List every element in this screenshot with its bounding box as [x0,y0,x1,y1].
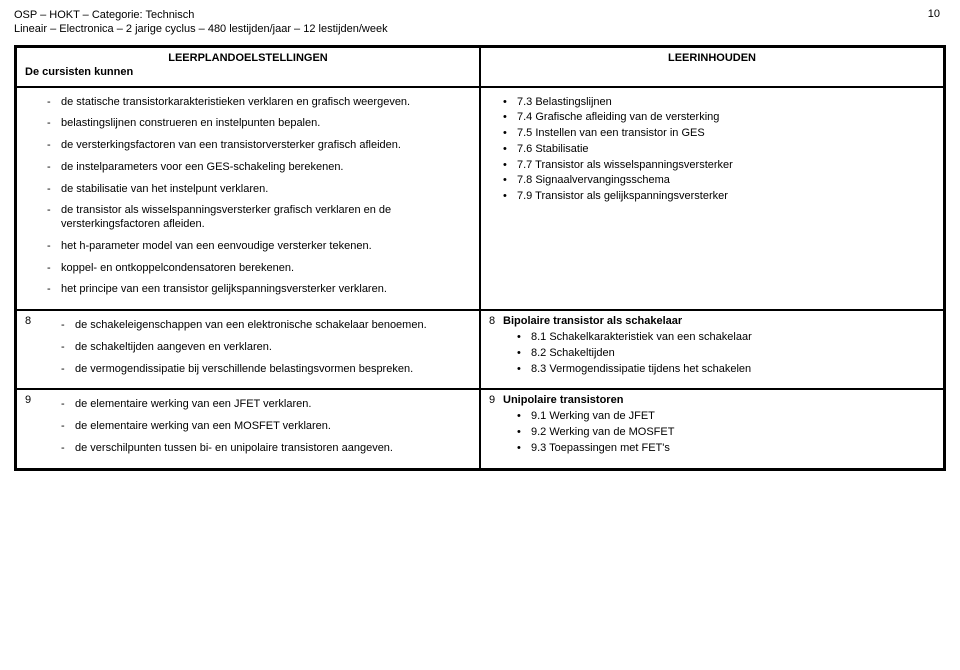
list-item: 7.8 Signaalvervangingsschema [503,174,935,188]
list-item: 8.1 Schakelkarakteristiek van een schake… [517,331,935,345]
section8-left: 8 de schakeleigenschappen van een elektr… [16,310,480,389]
list-item: 8.2 Schakeltijden [517,347,935,361]
page-root: OSP – HOKT – Categorie: Technisch Lineai… [0,0,960,479]
list-item: 7.5 Instellen van een transistor in GES [503,127,935,141]
section8-left-list: de schakeleigenschappen van een elektron… [39,319,471,376]
list-item: koppel- en ontkoppelcondensatoren bereke… [47,262,471,276]
list-item: 7.9 Transistor als gelijkspanningsverste… [503,190,935,204]
list-item: de instelparameters voor een GES-schakel… [47,161,471,175]
section7-left: de statische transistorkarakteristieken … [16,87,480,311]
list-item: 7.4 Grafische afleiding van de versterki… [503,111,935,125]
right-heading-title: LEERINHOUDEN [489,52,935,64]
header-line-2: Lineair – Electronica – 2 jarige cyclus … [14,22,388,36]
list-item: 9.2 Werking van de MOSFET [517,426,935,440]
section7-right: 7.3 Belastingslijnen 7.4 Grafische aflei… [480,87,944,311]
list-item: 9.3 Toepassingen met FET's [517,442,935,456]
list-item: de transistor als wisselspanningsverster… [47,204,471,232]
list-item: de vermogendissipatie bij verschillende … [61,363,471,377]
list-item: het h-parameter model van een eenvoudige… [47,240,471,254]
header-text: OSP – HOKT – Categorie: Technisch Lineai… [14,8,388,37]
list-item: 9.1 Werking van de JFET [517,410,935,424]
list-item: 8.3 Vermogendissipatie tijdens het schak… [517,363,935,377]
list-item: de versterkingsfactoren van een transist… [47,139,471,153]
section8-right-title: Bipolaire transistor als schakelaar [503,315,682,327]
list-item: de schakeltijden aangeven en verklaren. [61,341,471,355]
section9-left-num: 9 [25,394,39,463]
section9-right-num: 9 [489,394,503,459]
section8-right-num: 8 [489,315,503,380]
left-heading-sub: De cursisten kunnen [25,66,471,78]
section7-left-list: de statische transistorkarakteristieken … [25,96,471,298]
header-line-1: OSP – HOKT – Categorie: Technisch [14,8,388,22]
left-heading-title: LEERPLANDOELSTELLINGEN [25,52,471,64]
list-item: de elementaire werking van een MOSFET ve… [61,420,471,434]
section8-right-list: 8.1 Schakelkarakteristiek van een schake… [503,331,935,376]
section8-left-num: 8 [25,315,39,384]
list-item: 7.6 Stabilisatie [503,143,935,157]
section9-right-list: 9.1 Werking van de JFET 9.2 Werking van … [503,410,935,455]
list-item: belastingslijnen construeren en instelpu… [47,117,471,131]
section9-right: 9 Unipolaire transistoren 9.1 Werking va… [480,389,944,468]
list-item: de verschilpunten tussen bi- en unipolai… [61,442,471,456]
section7-right-list: 7.3 Belastingslijnen 7.4 Grafische aflei… [489,96,935,204]
section9-right-title: Unipolaire transistoren [503,394,623,406]
list-item: de schakeleigenschappen van een elektron… [61,319,471,333]
list-item: 7.7 Transistor als wisselspanningsverste… [503,159,935,173]
list-item: de statische transistorkarakteristieken … [47,96,471,110]
section9-left: 9 de elementaire werking van een JFET ve… [16,389,480,468]
section9-left-list: de elementaire werking van een JFET verk… [39,398,471,455]
list-item: het principe van een transistor gelijksp… [47,283,471,297]
curriculum-table: LEERPLANDOELSTELLINGEN De cursisten kunn… [14,45,946,471]
page-number: 10 [928,8,946,20]
list-item: 7.3 Belastingslijnen [503,96,935,110]
list-item: de elementaire werking van een JFET verk… [61,398,471,412]
column-heading-right: LEERINHOUDEN [480,47,944,87]
column-heading-left: LEERPLANDOELSTELLINGEN De cursisten kunn… [16,47,480,87]
section8-right: 8 Bipolaire transistor als schakelaar 8.… [480,310,944,389]
list-item: de stabilisatie van het instelpunt verkl… [47,183,471,197]
page-header: OSP – HOKT – Categorie: Technisch Lineai… [14,8,946,37]
